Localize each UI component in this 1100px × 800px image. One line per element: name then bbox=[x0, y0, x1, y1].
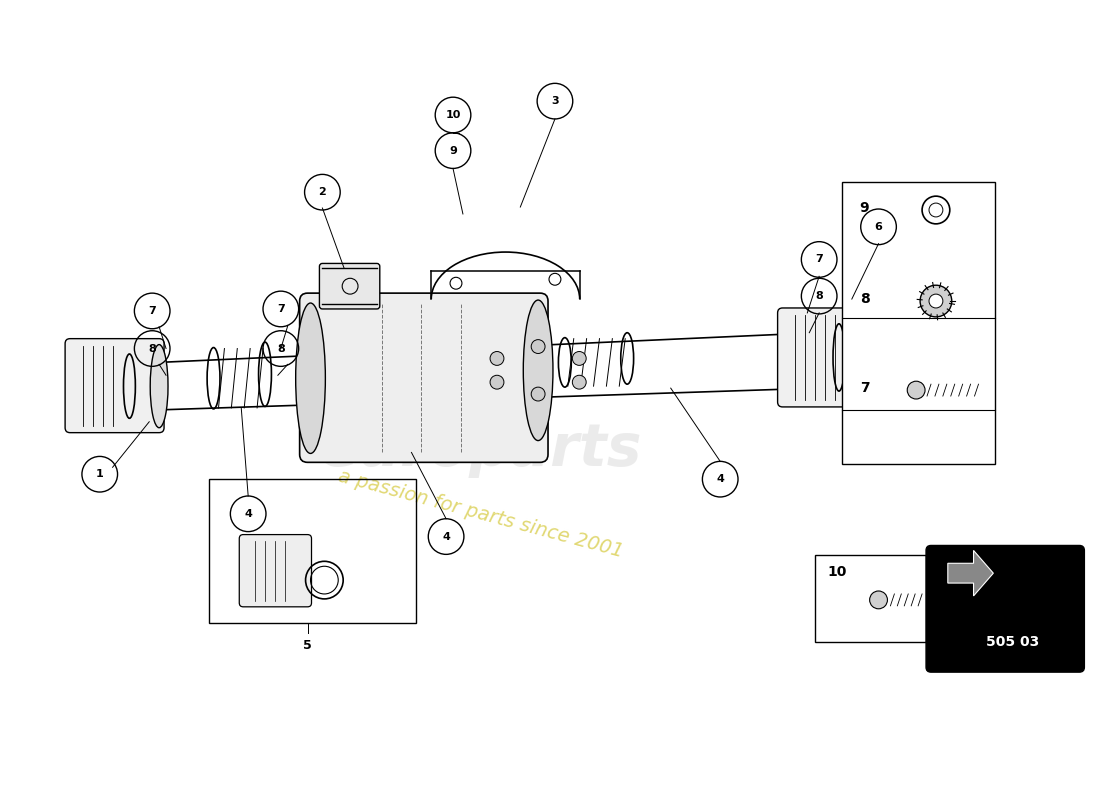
FancyBboxPatch shape bbox=[65, 338, 164, 433]
Text: 505 03: 505 03 bbox=[987, 635, 1040, 650]
Text: 5: 5 bbox=[304, 639, 312, 652]
Text: europärts: europärts bbox=[319, 421, 642, 478]
Text: 8: 8 bbox=[860, 292, 869, 306]
Circle shape bbox=[572, 351, 586, 366]
Circle shape bbox=[870, 591, 888, 609]
Text: 9: 9 bbox=[860, 201, 869, 215]
Circle shape bbox=[491, 351, 504, 366]
Bar bbox=[209, 479, 417, 622]
Text: 1: 1 bbox=[96, 470, 103, 479]
Text: 3: 3 bbox=[551, 96, 559, 106]
FancyBboxPatch shape bbox=[299, 293, 548, 462]
Text: 2: 2 bbox=[319, 187, 327, 197]
Text: 4: 4 bbox=[442, 531, 450, 542]
Ellipse shape bbox=[296, 303, 326, 454]
Text: 8: 8 bbox=[815, 291, 823, 301]
Bar bbox=[815, 555, 926, 642]
FancyBboxPatch shape bbox=[778, 308, 871, 407]
Circle shape bbox=[920, 286, 951, 317]
Text: 10: 10 bbox=[446, 110, 461, 120]
Text: 7: 7 bbox=[860, 381, 869, 395]
Circle shape bbox=[531, 340, 546, 354]
FancyBboxPatch shape bbox=[926, 546, 1085, 672]
Bar bbox=[842, 182, 996, 464]
Text: 7: 7 bbox=[148, 306, 156, 316]
Text: 8: 8 bbox=[148, 343, 156, 354]
Ellipse shape bbox=[940, 317, 957, 396]
Circle shape bbox=[908, 381, 925, 399]
Ellipse shape bbox=[860, 313, 878, 400]
Text: 9: 9 bbox=[449, 146, 456, 156]
Text: 8: 8 bbox=[277, 343, 285, 354]
Text: 7: 7 bbox=[815, 254, 823, 265]
PathPatch shape bbox=[948, 550, 993, 596]
Circle shape bbox=[491, 375, 504, 389]
Text: 10: 10 bbox=[827, 565, 847, 579]
FancyBboxPatch shape bbox=[859, 309, 955, 404]
Text: 6: 6 bbox=[874, 222, 882, 232]
Text: 4: 4 bbox=[716, 474, 724, 484]
Text: 7: 7 bbox=[277, 304, 285, 314]
Ellipse shape bbox=[524, 300, 553, 441]
Ellipse shape bbox=[151, 345, 168, 428]
Circle shape bbox=[531, 387, 546, 401]
Circle shape bbox=[572, 375, 586, 389]
FancyBboxPatch shape bbox=[240, 534, 311, 607]
Text: a passion for parts since 2001: a passion for parts since 2001 bbox=[336, 466, 626, 561]
Text: 4: 4 bbox=[244, 509, 252, 519]
FancyBboxPatch shape bbox=[319, 263, 380, 309]
Circle shape bbox=[930, 294, 943, 308]
